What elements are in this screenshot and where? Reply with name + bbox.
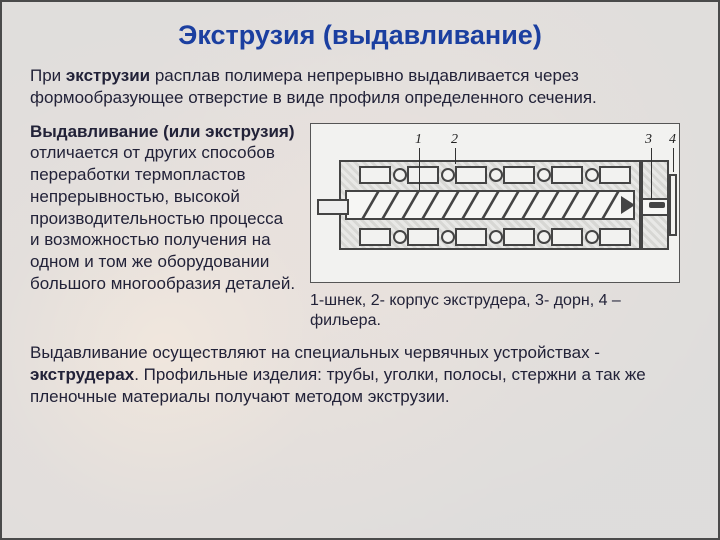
heater-segment xyxy=(455,166,487,184)
screw-flight xyxy=(401,192,419,218)
heater-segment xyxy=(551,166,583,184)
barrel-pin xyxy=(393,168,407,182)
screw-flight xyxy=(561,192,579,218)
screw-flight xyxy=(541,192,559,218)
p1-pre: При xyxy=(30,66,66,85)
equipment-paragraph: Выдавливание осуществляют на специальных… xyxy=(30,342,690,407)
heater-segment xyxy=(599,166,631,184)
barrel-pin xyxy=(489,230,503,244)
heater-segment xyxy=(407,228,439,246)
leader-2 xyxy=(455,148,456,164)
diagram-label-1: 1 xyxy=(415,132,422,148)
screw-flight xyxy=(521,192,539,218)
heater-segment xyxy=(359,166,391,184)
slide: Экструзия (выдавливание) При экструзии р… xyxy=(0,0,720,540)
slide-title: Экструзия (выдавливание) xyxy=(30,20,690,51)
p3-pre: Выдавливание осуществляют на специальных… xyxy=(30,343,600,362)
heater-segment xyxy=(599,228,631,246)
diagram-label-3: 3 xyxy=(645,132,652,148)
barrel-pin xyxy=(393,230,407,244)
extruder-diagram: 1 2 3 4 xyxy=(310,123,680,283)
heater-segment xyxy=(551,228,583,246)
barrel-pin xyxy=(585,168,599,182)
p2-bold: Выдавливание (или экструзия) xyxy=(30,122,295,141)
barrel-pin xyxy=(441,230,455,244)
left-column: Выдавливание (или экструзия) отличается … xyxy=(30,121,296,295)
screw-flight xyxy=(481,192,499,218)
diagram-label-2: 2 xyxy=(451,132,458,148)
p1-bold: экструзии xyxy=(66,66,150,85)
heater-segment xyxy=(455,228,487,246)
intro-paragraph: При экструзии расплав полимера непрерывн… xyxy=(30,65,690,109)
barrel-pin xyxy=(585,230,599,244)
screw-shaft xyxy=(317,199,349,215)
screw-flight xyxy=(441,192,459,218)
screw-flight xyxy=(501,192,519,218)
advantages-paragraph: Выдавливание (или экструзия) отличается … xyxy=(30,121,296,295)
diagram-label-4: 4 xyxy=(669,132,676,148)
leader-4 xyxy=(673,148,674,172)
diagram-caption: 1-шнек, 2- корпус экструдера, 3- дорн, 4… xyxy=(310,291,690,333)
heater-segment xyxy=(503,166,535,184)
p2-post: отличается от других способов переработк… xyxy=(30,143,295,293)
screw-flight xyxy=(461,192,479,218)
barrel-pin xyxy=(441,168,455,182)
screw-flight xyxy=(581,192,599,218)
screw-flight xyxy=(601,192,619,218)
barrel-pin xyxy=(537,168,551,182)
leader-1 xyxy=(419,148,420,190)
die-mandrel xyxy=(649,202,665,208)
heater-segment xyxy=(407,166,439,184)
die-cap xyxy=(669,174,677,236)
screw-flight xyxy=(381,192,399,218)
screw-threads xyxy=(345,190,623,220)
middle-row: Выдавливание (или экструзия) отличается … xyxy=(30,121,690,333)
leader-3 xyxy=(651,148,652,200)
right-column: 1 2 3 4 1-шнек, 2- корпус экструдера, 3-… xyxy=(310,121,690,333)
screw-flight xyxy=(421,192,439,218)
p3-bold: экструдерах xyxy=(30,365,134,384)
screw-tip-icon xyxy=(621,196,635,214)
screw-flight xyxy=(361,192,379,218)
heater-segment xyxy=(503,228,535,246)
barrel-pin xyxy=(537,230,551,244)
barrel-pin xyxy=(489,168,503,182)
heater-segment xyxy=(359,228,391,246)
